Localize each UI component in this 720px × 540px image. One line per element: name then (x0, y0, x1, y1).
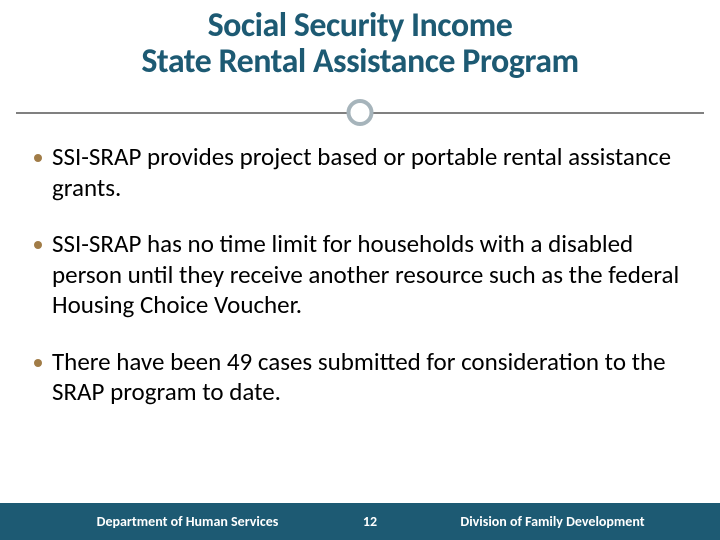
bullet-icon (34, 154, 42, 162)
bullet-text: SSI-SRAP has no time limit for household… (52, 229, 690, 321)
bullet-icon (34, 241, 42, 249)
footer-left-text: Department of Human Services (0, 513, 335, 530)
slide-title-line2: State Rental Assistance Program (141, 41, 578, 82)
bullet-list: SSI-SRAP provides project based or porta… (34, 142, 690, 434)
title-divider (16, 99, 704, 129)
slide-title: Social Security Income State Rental Assi… (141, 8, 578, 79)
slide: Social Security Income State Rental Assi… (0, 0, 720, 540)
footer-right-text: Division of Family Development (405, 513, 720, 530)
list-item: SSI-SRAP provides project based or porta… (34, 142, 690, 203)
bullet-icon (34, 359, 42, 367)
bullet-text: SSI-SRAP provides project based or porta… (52, 142, 690, 203)
page-number: 12 (335, 513, 405, 530)
footer-bar: Department of Human Services 12 Division… (0, 503, 720, 540)
list-item: SSI-SRAP has no time limit for household… (34, 229, 690, 321)
list-item: There have been 49 cases submitted for c… (34, 347, 690, 408)
bullet-text: There have been 49 cases submitted for c… (52, 347, 690, 408)
divider-circle-icon (347, 99, 374, 126)
slide-title-block: Social Security Income State Rental Assi… (0, 8, 720, 79)
